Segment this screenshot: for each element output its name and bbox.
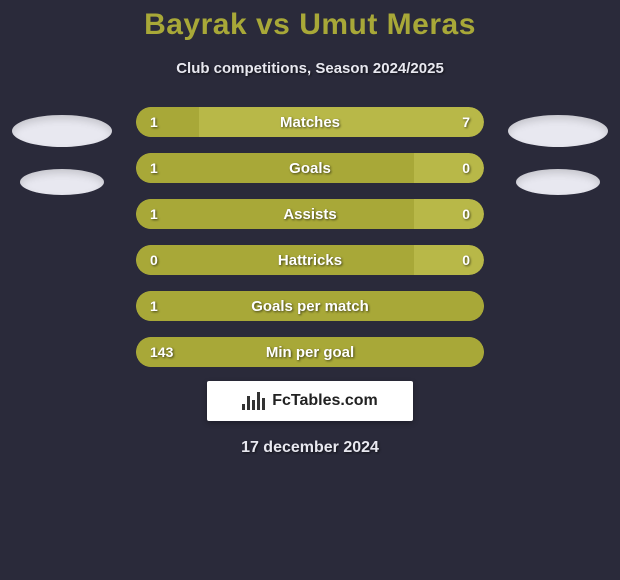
avatar-placeholder: [12, 115, 112, 147]
avatar-placeholder: [20, 169, 104, 195]
stat-bar: 00Hattricks: [136, 245, 484, 275]
stat-bar: 10Goals: [136, 153, 484, 183]
page-subtitle: Club competitions, Season 2024/2025: [176, 60, 444, 77]
stat-label: Goals: [136, 160, 484, 177]
stat-label: Hattricks: [136, 252, 484, 269]
stat-label: Min per goal: [136, 344, 484, 361]
comparison-row: 17Matches 10Goals 10Assists 00Hattricks 1Goa…: [0, 107, 620, 367]
stat-bar: 10Assists: [136, 199, 484, 229]
stat-bar: 143Min per goal: [136, 337, 484, 367]
brand-bars-icon: [242, 392, 266, 410]
brand-badge[interactable]: FcTables.com: [207, 381, 413, 421]
stat-bars: 17Matches 10Goals 10Assists 00Hattricks 1Goa…: [136, 107, 484, 367]
player-left-avatars: [12, 107, 112, 195]
stats-card: Bayrak vs Umut Meras Club competitions, …: [0, 0, 620, 457]
stat-label: Matches: [136, 114, 484, 131]
stat-label: Goals per match: [136, 298, 484, 315]
stat-bar: 17Matches: [136, 107, 484, 137]
avatar-placeholder: [516, 169, 600, 195]
avatar-placeholder: [508, 115, 608, 147]
page-title: Bayrak vs Umut Meras: [144, 8, 476, 42]
footer-date: 17 december 2024: [241, 439, 379, 457]
stat-bar: 1Goals per match: [136, 291, 484, 321]
stat-label: Assists: [136, 206, 484, 223]
player-right-avatars: [508, 107, 608, 195]
brand-text: FcTables.com: [272, 392, 378, 410]
